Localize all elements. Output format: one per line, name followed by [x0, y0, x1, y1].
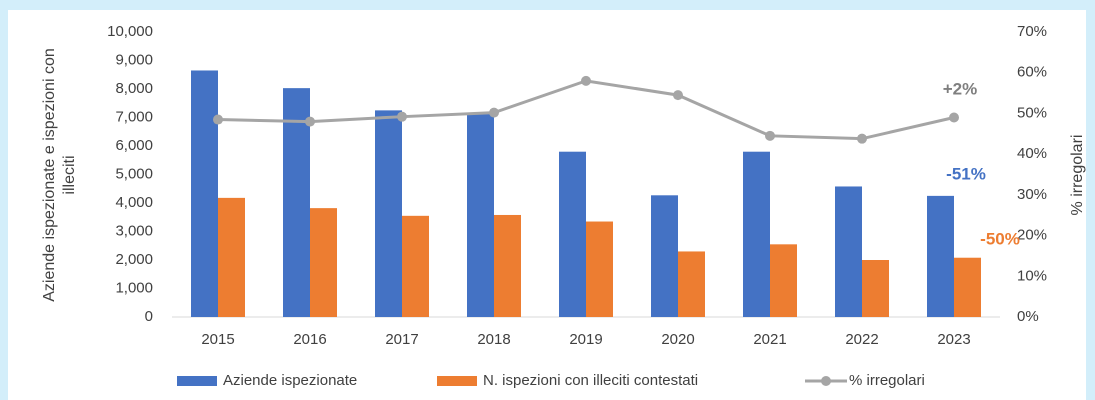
bar — [743, 151, 770, 317]
bar — [375, 110, 402, 317]
y2-tick-label: 30% — [1017, 186, 1047, 203]
y-tick-label: 2,000 — [115, 251, 153, 268]
y-tick-label: 1,000 — [115, 279, 153, 296]
legend-label: % irregolari — [849, 372, 925, 389]
bar — [651, 195, 678, 317]
legend-swatch-marker — [821, 376, 831, 386]
y2-tick-label: 0% — [1017, 308, 1039, 325]
x-tick-label: 2022 — [845, 331, 878, 348]
line-marker — [765, 130, 775, 141]
bar — [283, 88, 310, 318]
y2-axis-label: % irregolari — [1069, 135, 1086, 216]
annotation: +2% — [943, 79, 978, 98]
x-tick-label: 2018 — [477, 331, 510, 348]
bar — [494, 214, 521, 317]
bar — [402, 215, 429, 317]
y-axis-label-line: illeciti — [61, 155, 78, 194]
y-tick-label: 3,000 — [115, 222, 153, 239]
y-tick-label: 10,000 — [107, 23, 153, 40]
y-tick-label: 0 — [145, 308, 153, 325]
x-tick-label: 2021 — [753, 331, 786, 348]
bar — [862, 260, 889, 317]
line-marker — [213, 114, 223, 125]
y2-tick-label: 10% — [1017, 267, 1047, 284]
bar — [559, 151, 586, 317]
bar — [835, 186, 862, 317]
y2-tick-label: 60% — [1017, 64, 1047, 81]
x-tick-label: 2016 — [293, 331, 326, 348]
annotation: -51% — [946, 164, 986, 183]
bar — [586, 221, 613, 317]
bar — [954, 257, 981, 317]
legend-swatch — [177, 376, 217, 386]
y-tick-label: 6,000 — [115, 137, 153, 154]
legend-label: N. ispezioni con illeciti contestati — [483, 372, 698, 389]
y-tick-label: 8,000 — [115, 80, 153, 97]
x-tick-label: 2019 — [569, 331, 602, 348]
legend-swatch — [437, 376, 477, 386]
y2-tick-label: 70% — [1017, 23, 1047, 40]
y-axis-label-line: Aziende ispezionate e ispezioni con — [41, 48, 58, 302]
chart-panel — [8, 10, 1086, 400]
y-tick-label: 5,000 — [115, 165, 153, 182]
x-tick-label: 2023 — [937, 331, 970, 348]
line-marker — [305, 116, 315, 127]
line-marker — [949, 112, 959, 123]
y-tick-label: 7,000 — [115, 108, 153, 125]
y-axis-label: Aziende ispezionate e ispezioni con illec… — [41, 48, 78, 302]
y2-tick-label: 40% — [1017, 145, 1047, 162]
y-tick-label: 4,000 — [115, 194, 153, 211]
bar — [927, 195, 954, 317]
x-tick-label: 2015 — [201, 331, 234, 348]
bar — [770, 244, 797, 317]
bar — [191, 70, 218, 317]
x-tick-label: 2020 — [661, 331, 694, 348]
y2-tick-label: 20% — [1017, 227, 1047, 244]
bar — [467, 113, 494, 317]
bar — [310, 208, 337, 317]
line-marker — [673, 90, 683, 101]
annotation: -50% — [980, 229, 1020, 248]
y2-tick-label: 50% — [1017, 104, 1047, 121]
legend-label: Aziende ispezionate — [223, 372, 357, 389]
line-marker — [857, 133, 867, 144]
line-marker — [489, 107, 499, 118]
y-tick-label: 9,000 — [115, 51, 153, 68]
line-marker — [581, 75, 591, 86]
bar — [678, 251, 705, 317]
x-tick-label: 2017 — [385, 331, 418, 348]
line-marker — [397, 111, 407, 122]
bar — [218, 197, 245, 317]
